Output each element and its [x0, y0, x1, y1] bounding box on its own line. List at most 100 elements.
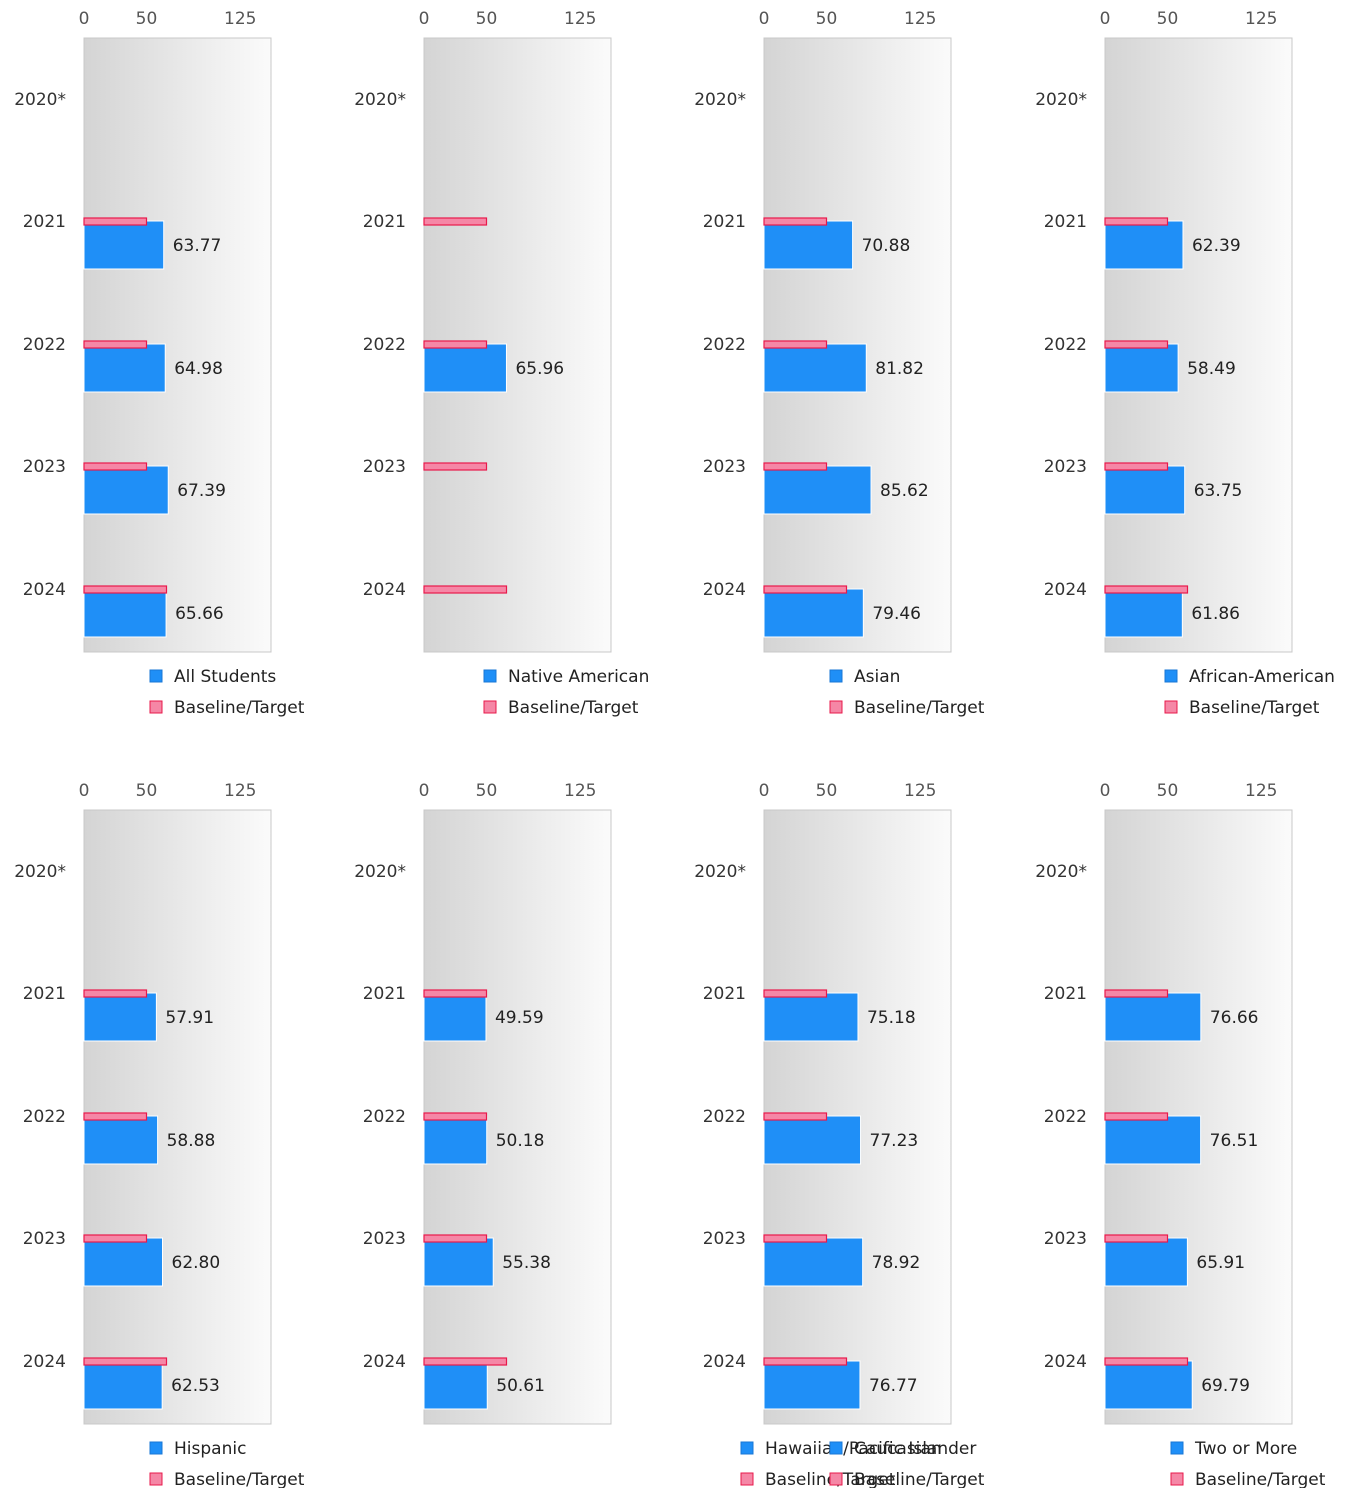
legend-swatch-series [149, 1441, 163, 1455]
x-tick-label: 0 [1100, 9, 1111, 29]
data-label: 58.88 [167, 1131, 216, 1151]
baseline-bar [1104, 217, 1169, 226]
baseline-bar [1104, 340, 1169, 349]
category-label: 2021 [23, 212, 66, 232]
x-tick-label: 50 [476, 781, 498, 801]
x-tick-label: 125 [1245, 781, 1277, 801]
category-label: 2022 [23, 1107, 66, 1127]
baseline-bar [1104, 1357, 1189, 1366]
baseline-bar [83, 1234, 148, 1243]
baseline-bar [1104, 585, 1189, 594]
x-tick-label: 0 [79, 781, 90, 801]
bar [83, 1237, 163, 1287]
bar [763, 343, 867, 393]
data-label: 64.98 [174, 359, 223, 379]
category-label: 2024 [363, 580, 406, 600]
category-label: 2023 [703, 457, 746, 477]
baseline-bar [763, 340, 828, 349]
category-label: 2020* [694, 90, 746, 110]
baseline-bar [423, 462, 488, 471]
data-label: 58.49 [1187, 359, 1236, 379]
category-label: 2020* [1035, 862, 1087, 882]
baseline-bar [423, 217, 488, 226]
bar [83, 465, 169, 515]
x-tick-label: 50 [136, 781, 158, 801]
legend-label: Native American [508, 667, 649, 687]
category-label: 2020* [694, 862, 746, 882]
data-label: 75.18 [867, 1008, 916, 1028]
category-label: 2024 [363, 1352, 406, 1372]
data-label: 69.79 [1201, 1376, 1250, 1396]
bar [423, 992, 487, 1042]
baseline-bar [763, 217, 828, 226]
baseline-bar [83, 989, 148, 998]
category-label: 2021 [363, 212, 406, 232]
data-label: 77.23 [870, 1131, 919, 1151]
baseline-bar [423, 1112, 488, 1121]
legend-swatch-baseline [1164, 700, 1178, 714]
chart-panel: 0 50 125 2020* 2021 62.39 2022 58.49 2023 63.75 20… [1035, 9, 1335, 718]
baseline-bar [423, 1234, 488, 1243]
data-label: 85.62 [880, 481, 929, 501]
baseline-bar [763, 462, 828, 471]
legend-label: Baseline/Target [854, 698, 985, 718]
legend-label: Baseline/Target [1195, 1470, 1326, 1488]
bar [423, 343, 507, 393]
legend-label: Hawaiian/Pacific Islander [765, 1439, 976, 1459]
category-label: 2024 [1044, 580, 1087, 600]
category-label: 2022 [363, 335, 406, 355]
data-label: 65.66 [175, 604, 224, 624]
data-label: 50.18 [496, 1131, 545, 1151]
category-label: 2023 [1044, 1229, 1087, 1249]
baseline-bar [763, 989, 828, 998]
bar [763, 588, 864, 638]
bar [763, 220, 854, 270]
bar [763, 1237, 864, 1287]
category-label: 2023 [23, 457, 66, 477]
legend-swatch-baseline [829, 700, 843, 714]
baseline-bar [83, 1112, 148, 1121]
bar [423, 1360, 488, 1410]
baseline-bar [83, 217, 148, 226]
bar [1104, 465, 1186, 515]
bar [83, 992, 157, 1042]
chart-panel: 0 50 125 2020* 2021 2022 65.96 2023 2024 Native A… [354, 9, 649, 718]
baseline-bar [83, 585, 168, 594]
baseline-bar [83, 462, 148, 471]
category-label: 2022 [1044, 1107, 1087, 1127]
category-label: 2021 [1044, 212, 1087, 232]
baseline-bar [423, 585, 508, 594]
baseline-bar [1104, 989, 1169, 998]
category-label: 2024 [1044, 1352, 1087, 1372]
legend-label: Hispanic [174, 1439, 246, 1459]
category-label: 2023 [363, 457, 406, 477]
baseline-bar [423, 989, 488, 998]
data-label: 62.80 [172, 1253, 221, 1273]
x-tick-label: 50 [476, 9, 498, 29]
data-label: 63.75 [1194, 481, 1243, 501]
bar [763, 1115, 862, 1165]
chart-panel: 0 50 125 2020* 2021 49.59 2022 50.18 2023 55.38 20… [354, 781, 976, 1488]
baseline-bar [423, 340, 488, 349]
x-tick-label: 125 [564, 9, 596, 29]
data-label: 76.66 [1210, 1008, 1259, 1028]
baseline-bar [763, 1357, 848, 1366]
bar [1104, 588, 1183, 638]
data-label: 70.88 [862, 236, 911, 256]
legend-swatch-series [1170, 1441, 1184, 1455]
baseline-bar [1104, 1112, 1169, 1121]
bar [1104, 343, 1179, 393]
category-label: 2021 [1044, 984, 1087, 1004]
legend-swatch-baseline [483, 700, 497, 714]
category-label: 2020* [1035, 90, 1087, 110]
data-label: 62.39 [1192, 236, 1241, 256]
category-label: 2021 [23, 984, 66, 1004]
category-label: 2022 [1044, 335, 1087, 355]
data-label: 76.77 [869, 1376, 918, 1396]
x-tick-label: 50 [136, 9, 158, 29]
baseline-bar [1104, 462, 1169, 471]
bar [763, 992, 859, 1042]
baseline-bar [763, 1234, 828, 1243]
data-label: 57.91 [165, 1008, 214, 1028]
